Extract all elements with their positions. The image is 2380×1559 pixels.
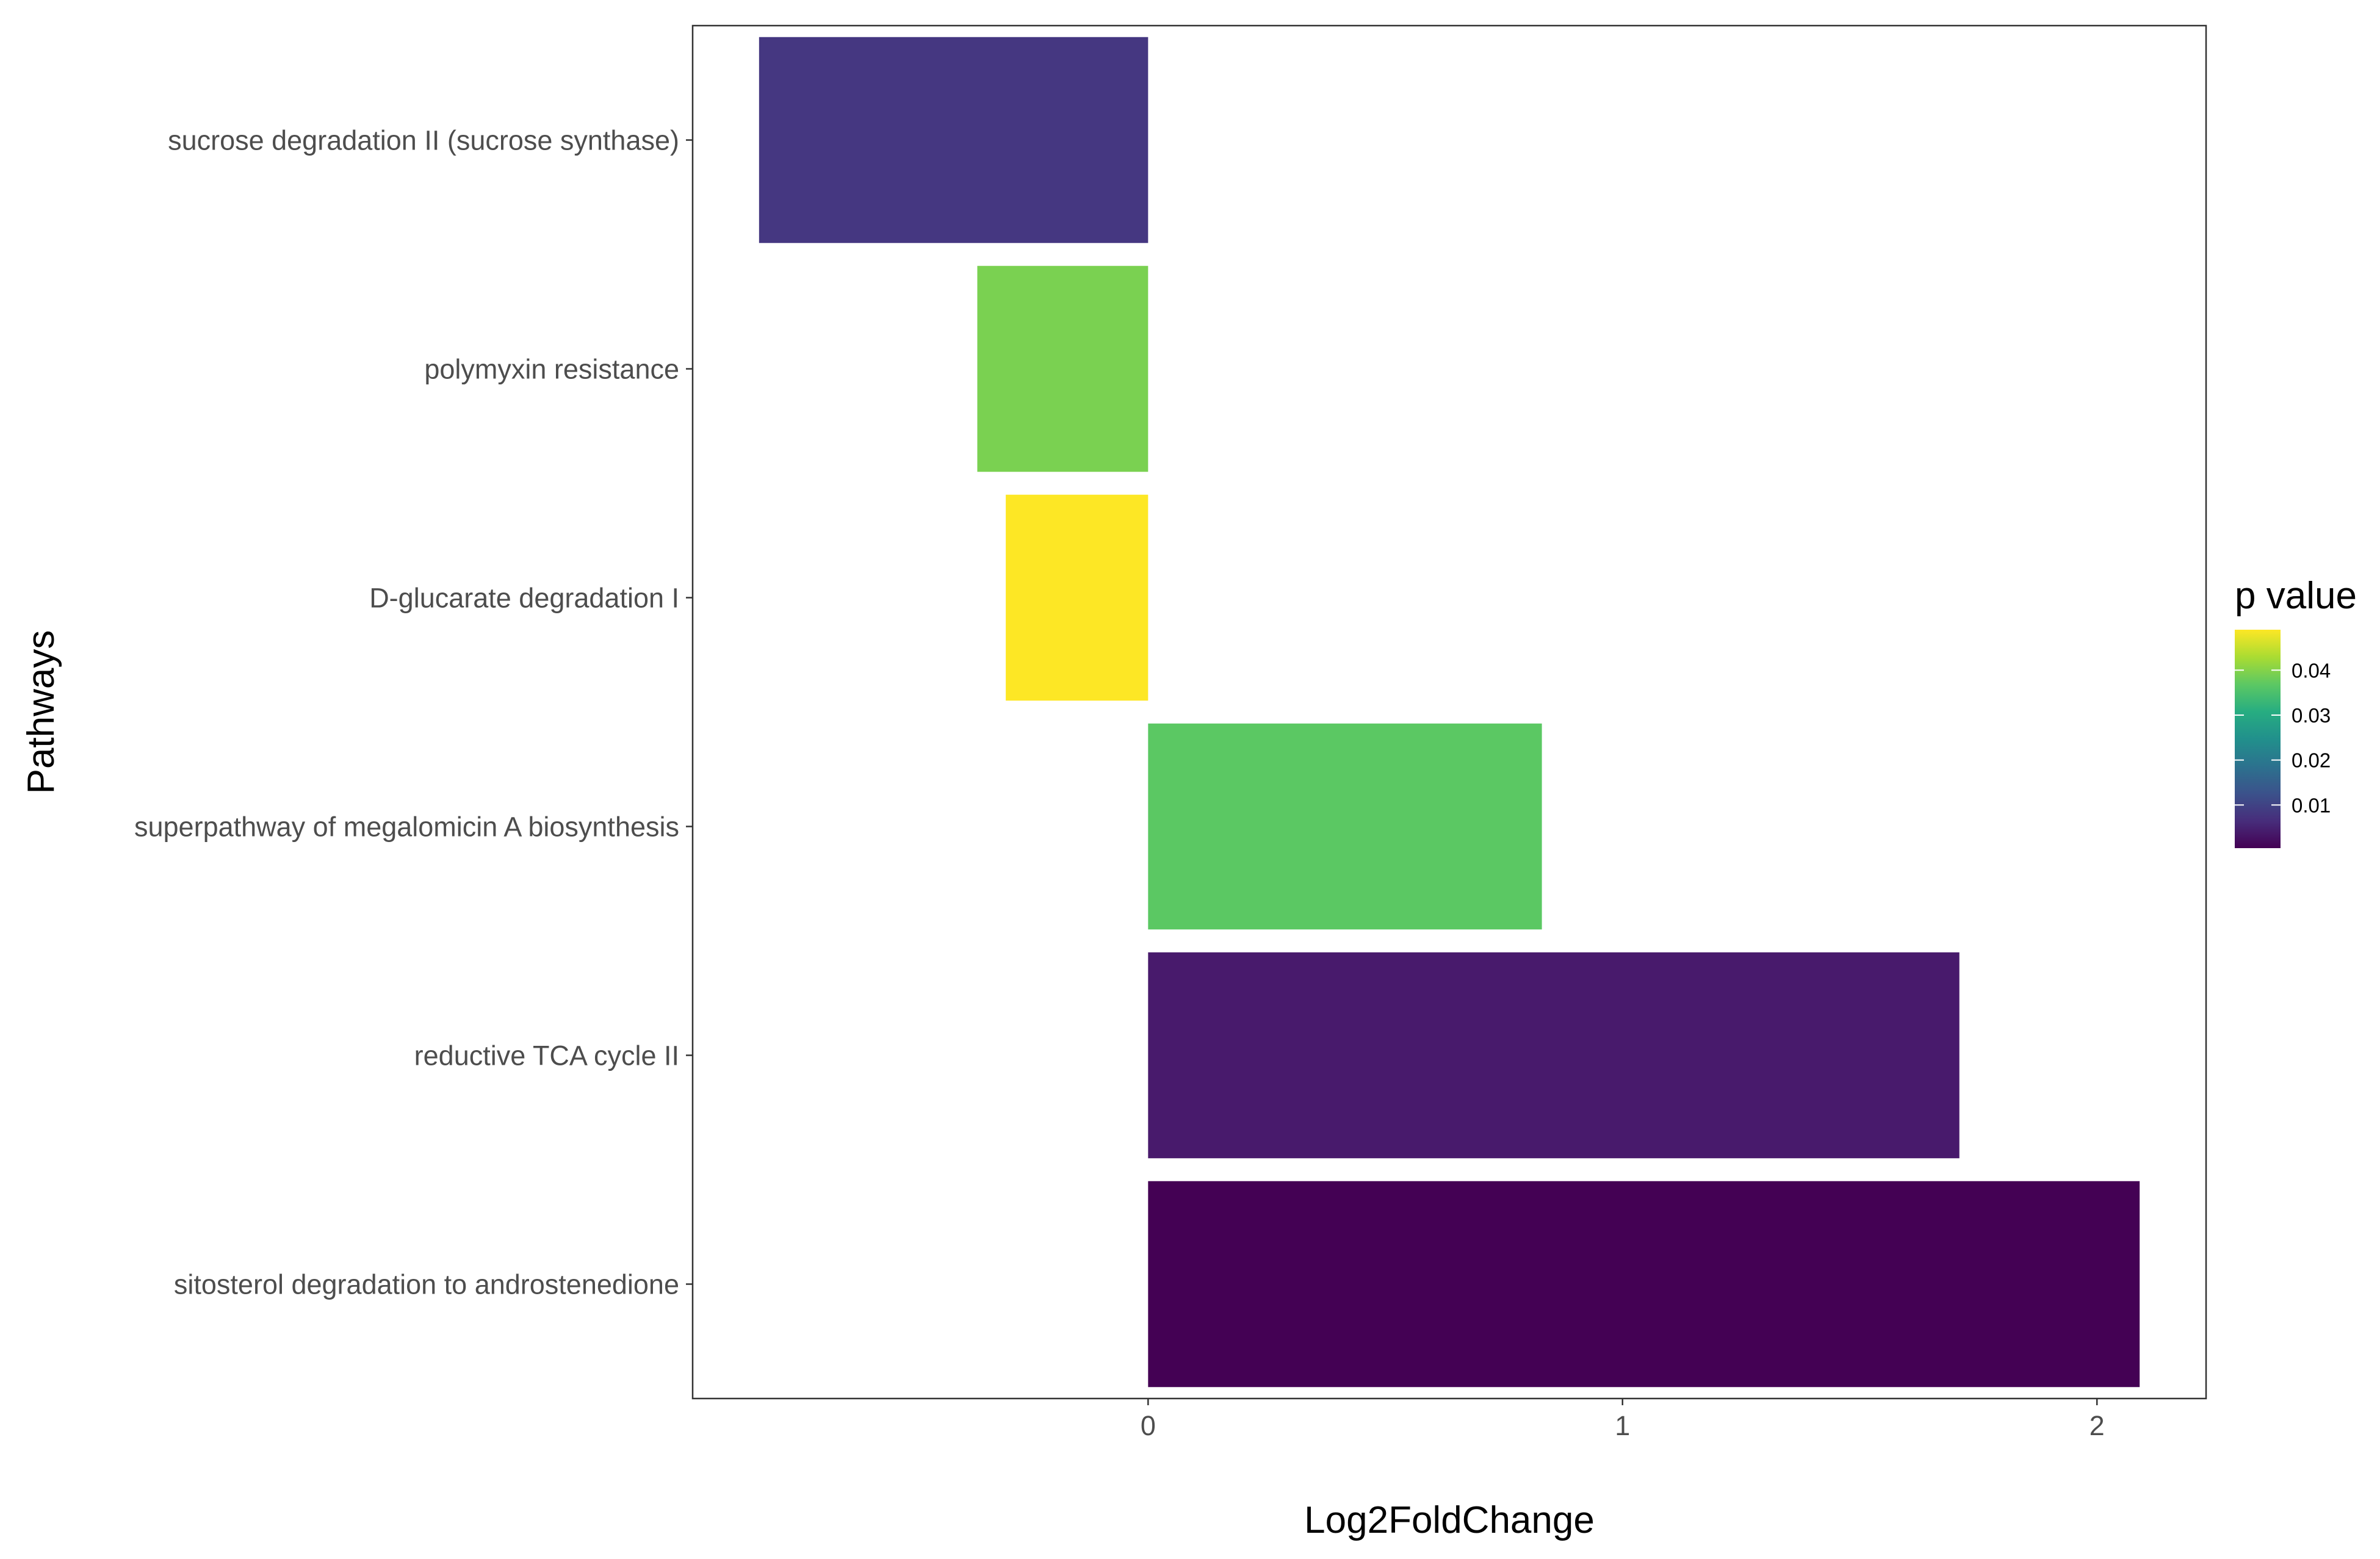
legend-ticks: 0.01 0.02 0.03 0.04 bbox=[2235, 659, 2331, 816]
bar bbox=[1006, 494, 1149, 701]
x-axis-title: Log2FoldChange bbox=[1304, 1499, 1595, 1541]
bar bbox=[1148, 723, 1542, 930]
legend-tick-label: 0.01 bbox=[2292, 794, 2331, 816]
bar bbox=[1148, 952, 1960, 1159]
y-tick-label: reductive TCA cycle II bbox=[414, 1040, 679, 1071]
bars-layer bbox=[759, 37, 2140, 1388]
legend-tick-label: 0.04 bbox=[2292, 659, 2331, 682]
bar bbox=[977, 265, 1149, 472]
y-tick-label: sucrose degradation II (sucrose synthase… bbox=[168, 125, 679, 156]
x-tick-label: 1 bbox=[1615, 1410, 1630, 1441]
bar bbox=[759, 37, 1149, 243]
bar bbox=[1148, 1181, 2140, 1388]
plot-panel bbox=[691, 24, 2207, 1400]
x-tick-label: 0 bbox=[1141, 1410, 1156, 1441]
y-tick-label: polymyxin resistance bbox=[424, 354, 679, 385]
legend-title: p value bbox=[2235, 575, 2357, 617]
x-tick-label: 2 bbox=[2090, 1410, 2105, 1441]
y-axis: sucrose degradation II (sucrose synthase… bbox=[134, 125, 693, 1300]
legend-tick-label: 0.03 bbox=[2292, 704, 2331, 727]
legend: p value 0.01 0.02 0.03 0.04 bbox=[2235, 575, 2357, 848]
x-axis: 0 1 2 bbox=[1141, 1399, 2105, 1441]
legend-colorbar bbox=[2235, 630, 2281, 848]
y-axis-title: Pathways bbox=[20, 630, 62, 794]
legend-tick-label: 0.02 bbox=[2292, 749, 2331, 772]
y-tick-label: superpathway of megalomicin A biosynthes… bbox=[134, 812, 679, 843]
y-tick-label: sitosterol degradation to androstenedion… bbox=[174, 1269, 679, 1300]
y-tick-label: D-glucarate degradation I bbox=[369, 583, 679, 614]
